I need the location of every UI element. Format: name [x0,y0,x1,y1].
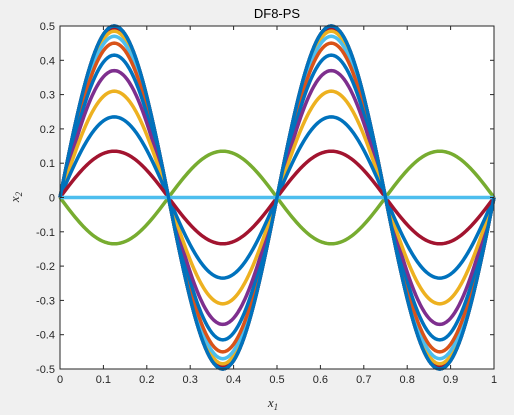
y-tick-label-5: 0 [49,193,55,205]
x-tick-label-0: 0 [57,374,63,386]
x-tick-label-1: 0.1 [96,374,111,386]
x-axis-label: x1 [267,395,278,412]
y-axis-label: x2 [7,191,24,203]
y-tick-label-8: 0.3 [40,90,55,102]
x-tick-label-9: 0.9 [443,374,458,386]
x-tick-label-7: 0.7 [356,374,371,386]
ticks-layer: 0 0.1 0.2 0.3 0.4 0.5 0.6 0.7 0.8 0.9 1 -0.5 -0.4 -0.… [36,21,497,386]
x-tick-label-8: 0.8 [400,374,415,386]
series-line-16 [58,24,496,371]
y-tick-label-1: -0.4 [36,330,55,342]
x-tick-label-6: 0.6 [313,374,328,386]
y-tick-label-3: -0.2 [36,261,55,273]
y-tick-label-9: 0.4 [40,55,55,67]
x-tick-label-5: 0.5 [269,374,284,386]
y-tick-label-6: 0.1 [40,158,55,170]
x-axis-label-sub: 1 [274,402,279,412]
y-tick-label-0: -0.5 [36,364,55,376]
series-layer [58,24,496,371]
y-tick-label-4: -0.1 [36,227,55,239]
x-tick-label-2: 0.2 [139,374,154,386]
y-tick-label-7: 0.2 [40,124,55,136]
x-tick-label-10: 1 [491,374,497,386]
x-tick-label-4: 0.4 [226,374,241,386]
y-axis-label-main: x [7,196,22,203]
x-tick-label-3: 0.3 [183,374,198,386]
y-tick-label-2: -0.3 [36,295,55,307]
x-axis-label-main: x [267,395,274,410]
chart-title: DF8-PS [254,6,301,21]
y-axis-label-sub: 2 [14,191,24,196]
y-tick-label-10: 0.5 [40,21,55,33]
